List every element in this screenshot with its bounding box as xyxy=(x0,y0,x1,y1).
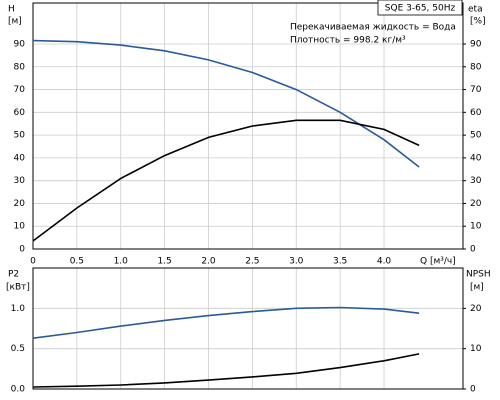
y-axis-label: P2 xyxy=(8,270,19,280)
y-tick-label: 20 xyxy=(14,199,26,209)
y2-tick-label: 0 xyxy=(470,245,476,255)
x-tick-label: 1.0 xyxy=(114,257,129,267)
y-tick-label: 90 xyxy=(14,40,26,50)
y2-tick-label: 30 xyxy=(470,176,482,186)
x-tick-label: 2.0 xyxy=(201,257,216,267)
title-box xyxy=(377,0,463,16)
y2-tick-label: 40 xyxy=(470,153,482,163)
y2-tick-label: 0 xyxy=(470,385,476,395)
x-tick-label: 3.0 xyxy=(289,257,304,267)
y-axis-unit: [кВт] xyxy=(6,283,30,293)
y-tick-label: 0 xyxy=(19,245,25,255)
y2-tick-label: 20 xyxy=(470,304,482,314)
y2-tick-label: 60 xyxy=(470,108,482,118)
x-tick-label: 4.0 xyxy=(377,257,392,267)
series-line xyxy=(32,353,420,388)
y-tick-label: 30 xyxy=(14,176,26,186)
y-axis-unit: [м] xyxy=(8,17,22,27)
chart-title: SQE 3-65, 50Hz xyxy=(385,4,456,14)
y2-tick-label: 80 xyxy=(470,62,482,72)
series-line xyxy=(32,39,420,168)
y-tick-label: 0.0 xyxy=(11,385,26,395)
x-tick-label: 1.5 xyxy=(157,257,171,267)
x-tick-label: 0 xyxy=(30,257,36,267)
y2-tick-label: 10 xyxy=(470,344,482,354)
y-tick-label: 60 xyxy=(14,108,26,118)
x-tick-label: 3.5 xyxy=(333,257,347,267)
y-tick-label: 0.5 xyxy=(11,344,25,354)
series-line xyxy=(32,119,420,242)
y-tick-label: 50 xyxy=(14,131,26,141)
y-axis-label: H xyxy=(8,5,15,15)
x-tick-label: 2.5 xyxy=(245,257,259,267)
y2-axis-label: NPSH xyxy=(466,270,491,280)
series-line xyxy=(32,306,420,339)
y2-tick-label: 10 xyxy=(470,222,482,232)
x-axis-label: Q [м³/ч] xyxy=(420,257,456,267)
y2-axis-unit: [м] xyxy=(470,283,484,293)
y2-axis-unit: [%] xyxy=(470,17,486,27)
plot-frame xyxy=(32,2,464,250)
x-tick-label: 0.5 xyxy=(70,257,84,267)
y-tick-label: 1.0 xyxy=(11,304,26,314)
y-tick-label: 40 xyxy=(14,153,26,163)
y2-tick-label: 90 xyxy=(470,40,482,50)
y-tick-label: 80 xyxy=(14,62,26,72)
y2-axis-label: eta xyxy=(468,5,483,15)
y2-tick-label: 50 xyxy=(470,131,482,141)
y-tick-label: 10 xyxy=(14,222,26,232)
y2-tick-label: 70 xyxy=(470,85,482,95)
y2-tick-label: 20 xyxy=(470,199,482,209)
annotation: Перекачиваемая жидкость = Вода xyxy=(290,23,456,33)
annotation: Плотность = 998.2 кг/м³ xyxy=(290,36,406,46)
y-tick-label: 70 xyxy=(14,85,26,95)
plot-frame xyxy=(32,267,464,390)
